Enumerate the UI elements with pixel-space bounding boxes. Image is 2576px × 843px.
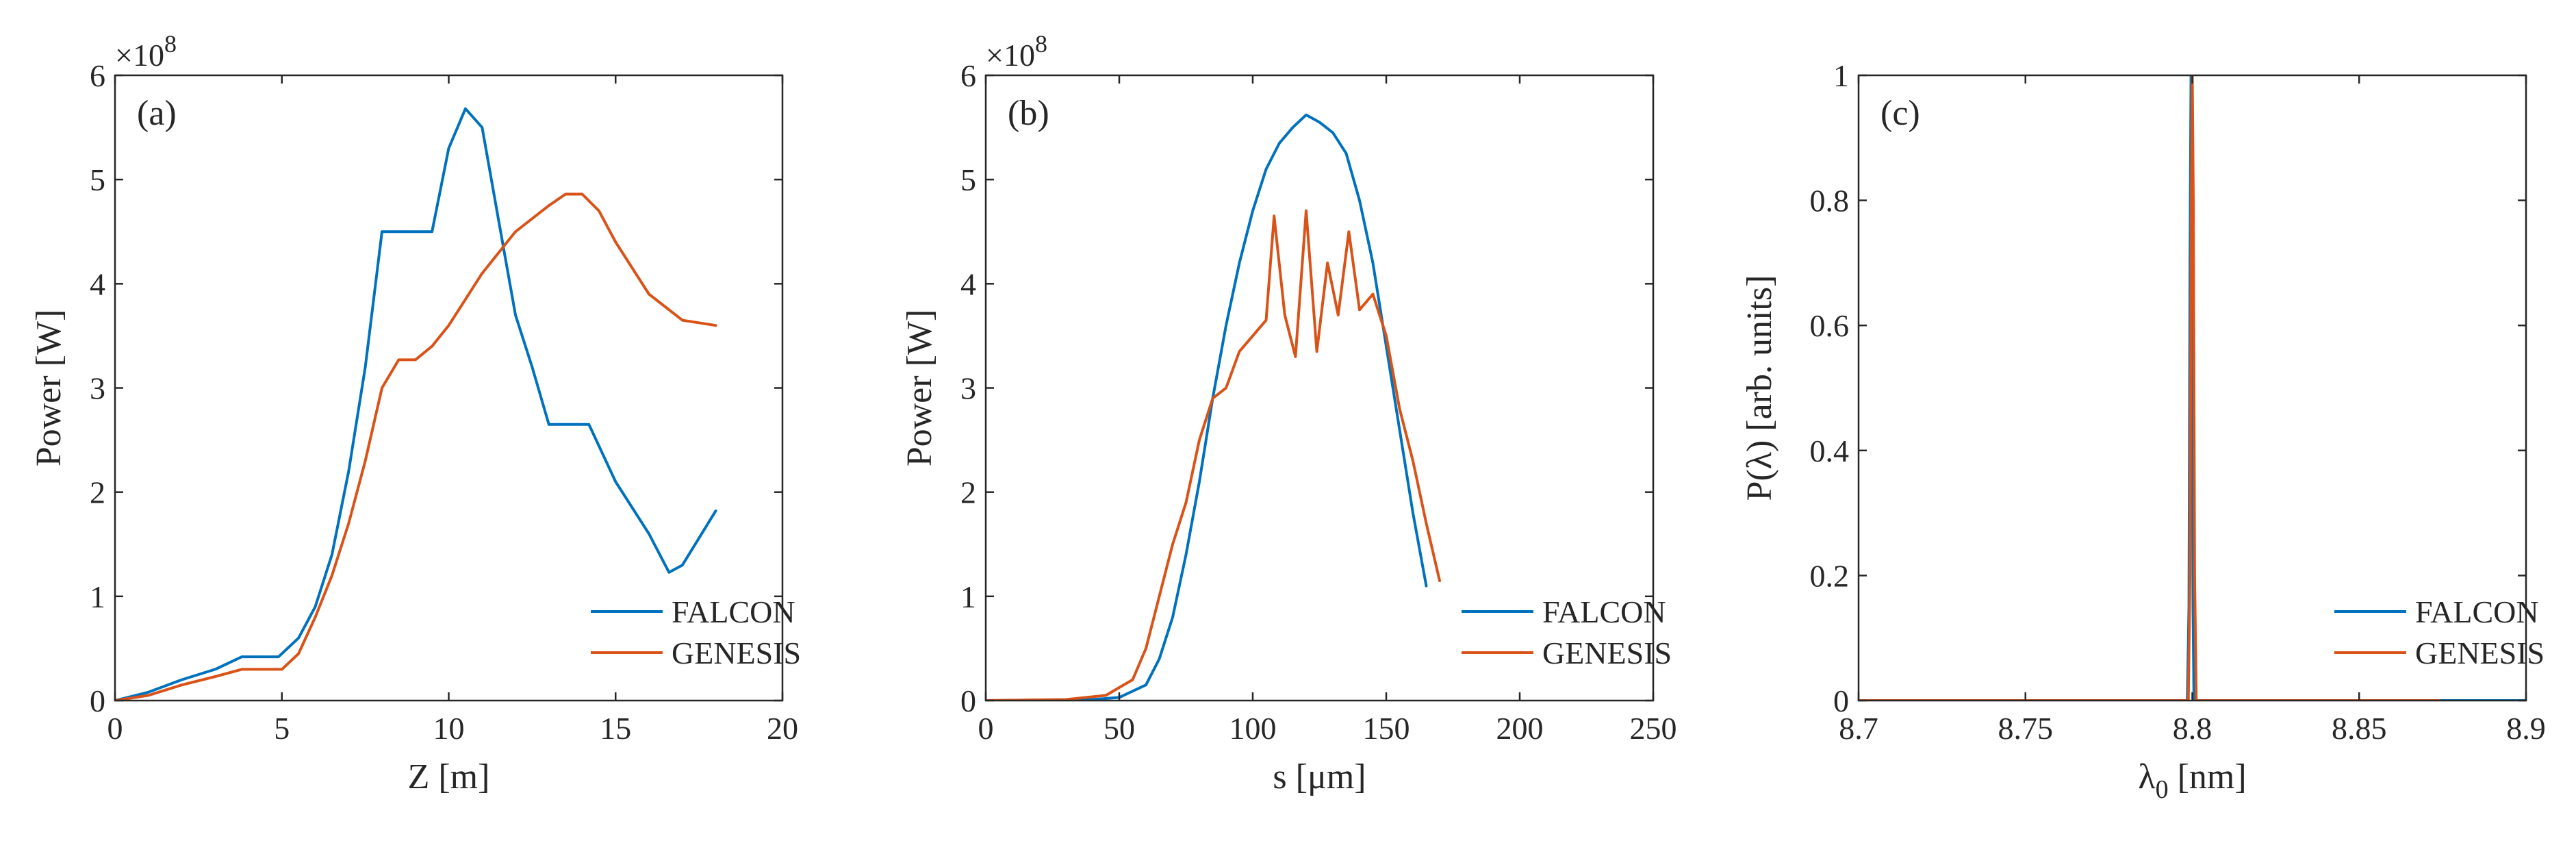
x-tick-label: 5: [274, 711, 290, 746]
legend-entry-genesis: GENESIS: [591, 636, 801, 670]
legend-label: FALCON: [672, 594, 795, 629]
x-tick-label: 10: [433, 711, 465, 746]
x-tick-label: 8.9: [2506, 711, 2546, 746]
x-tick-label: 8.75: [1998, 711, 2054, 746]
y-tick-label: 5: [960, 162, 976, 197]
y-tick-label: 4: [90, 266, 105, 301]
y-tick-label: 1: [960, 579, 976, 614]
legend-label: GENESIS: [672, 636, 801, 670]
legend-label: GENESIS: [2415, 636, 2545, 670]
legend-entry-falcon: FALCON: [1462, 594, 1666, 629]
series-line-genesis: [986, 209, 1441, 701]
y-axis-label: P(λ) [arb. units]: [1740, 275, 1779, 501]
x-tick-label: 150: [1363, 711, 1410, 746]
panel-label: (a): [137, 94, 177, 133]
series-line-genesis: [115, 192, 717, 701]
x-tick-label: 20: [767, 711, 798, 746]
legend-label: FALCON: [1542, 594, 1666, 629]
y-tick-label: 3: [960, 371, 976, 406]
panel-label: (b): [1008, 94, 1049, 133]
chart-panel-1: 0 5 10 15 20 0 1 2 3 4 5 6 Z [m] Power [W] ×108 (a) FALC…: [29, 30, 801, 796]
y-tick-label: 6: [90, 58, 105, 93]
x-tick-label: 15: [600, 711, 631, 746]
y-tick-label: 0.6: [1810, 308, 1850, 343]
x-tick-label: 50: [1104, 711, 1135, 746]
legend-entry-falcon: FALCON: [591, 594, 795, 629]
x-tick-label: 0: [107, 711, 123, 746]
x-axis-label: s [μm]: [1273, 757, 1366, 796]
series-line-falcon: [986, 113, 1428, 701]
x-tick-label: 0: [978, 711, 994, 746]
x-tick-label: 200: [1496, 711, 1544, 746]
legend-entry-genesis: GENESIS: [1462, 636, 1672, 670]
y-tick-label: 0.8: [1810, 184, 1850, 218]
series-line-genesis: [1859, 75, 2441, 701]
y-tick-label: 0: [90, 683, 105, 718]
legend-label: GENESIS: [1542, 636, 1672, 670]
y-tick-label: 1: [90, 579, 105, 614]
legend-label: FALCON: [2415, 594, 2539, 629]
y-multiplier-label: ×108: [986, 30, 1047, 73]
x-tick-label: 8.85: [2332, 711, 2387, 746]
x-axis-label: λ0 [nm]: [2138, 757, 2246, 804]
chart-panel-2: 0 50 100 150 200 250 0 1 2 3 4 5 6 s [μm] Power [W] ×10…: [900, 30, 1677, 796]
y-tick-label: 4: [960, 266, 976, 301]
y-tick-label: 0.4: [1810, 433, 1850, 468]
x-tick-label: 100: [1229, 711, 1277, 746]
x-tick-label: 8.8: [2173, 711, 2212, 746]
y-tick-label: 2: [960, 475, 976, 510]
y-tick-label: 1: [1833, 58, 1849, 93]
x-axis-label: Z [m]: [408, 757, 490, 796]
chart-panel-3: 8.7 8.75 8.8 8.85 8.9 0 0.2 0.4 0.6 0.8 1 λ0 [nm] P(…: [1740, 58, 2546, 804]
panel-label: (c): [1880, 94, 1920, 133]
y-tick-label: 5: [90, 162, 105, 197]
legend-entry-falcon: FALCON: [2334, 594, 2539, 629]
y-tick-label: 0.2: [1810, 558, 1850, 593]
y-tick-label: 2: [90, 475, 105, 510]
y-multiplier-label: ×108: [115, 30, 177, 73]
legend-entry-genesis: GENESIS: [2334, 636, 2545, 670]
x-tick-label: 8.7: [1839, 711, 1878, 746]
series-line-falcon: [115, 107, 717, 701]
x-tick-label: 250: [1630, 711, 1677, 746]
y-tick-label: 3: [90, 371, 105, 406]
y-axis-label: Power [W]: [900, 310, 939, 467]
y-axis-label: Power [W]: [29, 310, 68, 467]
y-tick-label: 0: [1833, 683, 1849, 718]
y-tick-label: 0: [960, 683, 976, 718]
y-tick-label: 6: [960, 58, 976, 93]
